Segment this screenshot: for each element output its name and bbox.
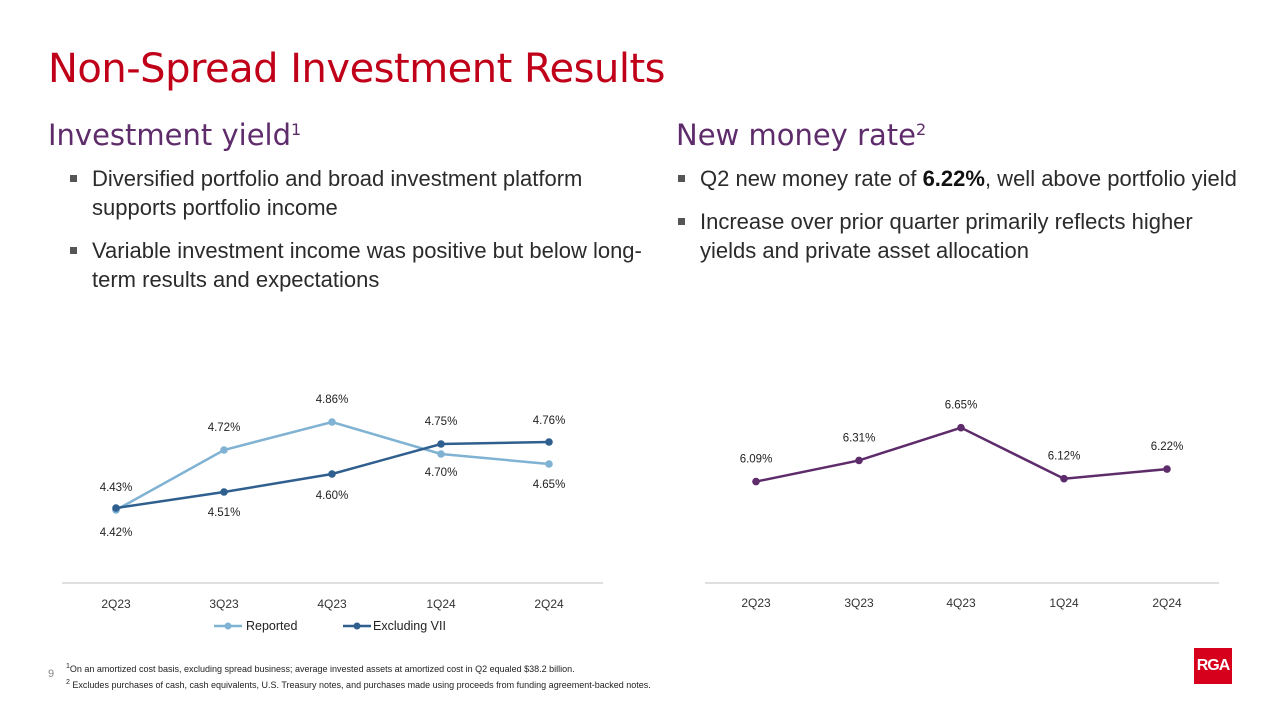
data-point (220, 446, 228, 454)
x-tick-label: 1Q24 (1049, 596, 1079, 610)
x-tick-label: 3Q23 (844, 596, 874, 610)
data-point (1060, 474, 1068, 483)
x-tick-label: 2Q23 (741, 596, 771, 610)
investment-yield-heading: Investment yield1 (48, 118, 301, 152)
x-tick-label: 4Q23 (317, 597, 347, 611)
footnote-marker: 1 (66, 663, 70, 670)
footnote-text: Excludes purchases of cash, cash equival… (72, 680, 651, 690)
data-label: 6.12% (1048, 451, 1081, 463)
data-point (855, 456, 863, 465)
footnotes: 1On an amortized cost basis, excluding s… (66, 660, 651, 692)
data-label: 4.72% (208, 422, 241, 434)
bullet-text: , well above portfolio yield (984, 166, 1237, 191)
bullet-item: Variable investment income was positive … (68, 236, 648, 294)
footnote-ref-1: 1 (291, 120, 302, 139)
new-money-rate-heading-text: New money rate (676, 118, 916, 152)
data-label: 4.76% (533, 415, 566, 427)
bullet-item: Increase over prior quarter primarily re… (676, 207, 1246, 265)
data-point (328, 418, 336, 426)
data-label: 4.60% (316, 490, 349, 502)
legend-marker (353, 622, 361, 630)
data-label: 4.86% (316, 394, 349, 406)
new-money-rate-bullets: Q2 new money rate of 6.22%, well above p… (676, 164, 1246, 279)
investment-yield-bullets: Diversified portfolio and broad investme… (68, 164, 648, 308)
data-label: 4.43% (100, 482, 133, 494)
x-tick-label: 3Q23 (209, 597, 239, 611)
page-title: Non-Spread Investment Results (48, 46, 665, 92)
data-point (1163, 465, 1171, 473)
investment-yield-heading-text: Investment yield (48, 118, 292, 152)
legend-label: Reported (246, 619, 297, 633)
data-point (545, 460, 553, 468)
footnote-marker: 2 (66, 679, 70, 686)
data-point (220, 488, 228, 496)
new-money-rate-heading: New money rate2 (676, 118, 926, 152)
data-label: 4.75% (425, 416, 458, 428)
data-point (112, 504, 120, 512)
x-tick-label: 2Q23 (101, 597, 131, 611)
x-tick-label: 2Q24 (1152, 596, 1182, 610)
data-label: 6.65% (945, 400, 978, 412)
data-label: 6.22% (1151, 441, 1184, 453)
rate-value: 6.22% (922, 166, 985, 191)
bullet-text: Q2 new money rate of (700, 166, 923, 191)
page-number: 9 (48, 668, 55, 680)
footnote-text: On an amortized cost basis, excluding sp… (69, 664, 575, 674)
footnote-2: 2 Excludes purchases of cash, cash equiv… (66, 676, 651, 692)
data-point (328, 470, 336, 478)
x-tick-label: 2Q24 (534, 597, 564, 611)
data-point (957, 423, 965, 432)
rga-logo: RGA (1194, 648, 1232, 684)
data-point (545, 438, 553, 446)
x-tick-label: 4Q23 (946, 596, 976, 610)
x-tick-label: 1Q24 (426, 597, 456, 611)
data-label: 4.42% (100, 527, 133, 539)
data-label: 4.70% (425, 467, 458, 479)
data-point (752, 477, 760, 486)
bullet-item: Diversified portfolio and broad investme… (68, 164, 648, 222)
investment-yield-chart: 2Q23 3Q23 4Q23 1Q24 2Q24 4.42% 4.72% 4.86% 4.70%… (62, 394, 603, 633)
data-label: 6.09% (740, 454, 773, 466)
series-line-new-money-rate (755, 426, 1168, 483)
data-label: 4.51% (208, 507, 241, 519)
bullet-item: Q2 new money rate of 6.22%, well above p… (676, 164, 1246, 193)
data-label: 4.65% (533, 479, 566, 491)
footnote-1: 1On an amortized cost basis, excluding s… (66, 660, 651, 676)
footnote-ref-2: 2 (915, 120, 927, 139)
data-label: 6.31% (843, 432, 876, 444)
legend-marker (224, 622, 232, 630)
legend-label: Excluding VII (373, 619, 446, 633)
data-point (437, 450, 445, 458)
data-point (437, 440, 445, 448)
